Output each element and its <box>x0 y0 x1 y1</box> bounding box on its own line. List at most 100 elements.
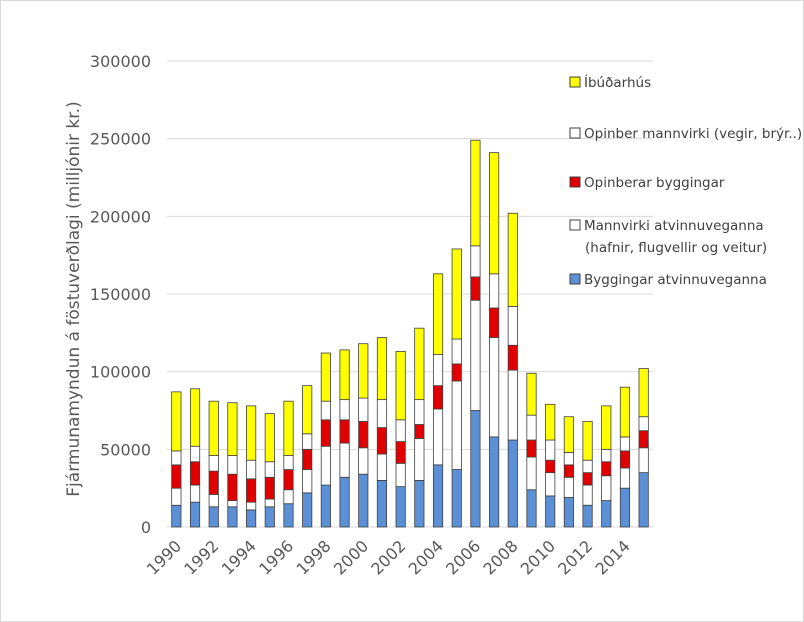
y-tick-label: 300000 <box>90 52 151 71</box>
x-tick-label: 2006 <box>442 536 484 578</box>
x-tick-label: 2002 <box>367 536 409 578</box>
bar-segment-1992-series-0 <box>208 506 219 528</box>
bar-segment-1991-series-0 <box>189 501 201 528</box>
bar-segment-2012-series-0 <box>582 504 593 528</box>
legend-label: Opinber mannvirki (vegir, brýr..) <box>584 126 802 142</box>
y-tick-label: 0 <box>141 518 151 537</box>
bar-segment-1991-series-1 <box>189 484 201 503</box>
bar-segment-1990-series-4 <box>171 391 182 452</box>
bar-segment-1997-series-3 <box>302 433 313 450</box>
bar-segment-1997-series-1 <box>302 469 313 494</box>
bar-segment-2005-series-1 <box>451 380 462 470</box>
bar-segment-2006-series-2 <box>470 276 481 301</box>
bar-segment-1996-series-2 <box>283 469 294 491</box>
bar-segment-1997-series-4 <box>302 385 313 435</box>
bar-segment-2004-series-1 <box>432 408 444 466</box>
bar-segment-1992-series-3 <box>208 455 219 472</box>
bar-segment-1991-series-4 <box>189 388 201 447</box>
x-tick-label: 2012 <box>554 536 596 578</box>
bar-segment-1993-series-2 <box>227 473 238 502</box>
bar-segment-2013-series-3 <box>601 448 612 463</box>
legend-swatch <box>569 127 581 139</box>
bar-segment-2004-series-0 <box>432 464 444 528</box>
bar-segment-2009-series-4 <box>526 372 537 416</box>
bar-segment-2014-series-3 <box>619 436 631 452</box>
bar-segment-2002-series-4 <box>395 351 406 421</box>
x-tick-label: 1996 <box>255 536 297 578</box>
x-tick-label: 1998 <box>292 536 334 578</box>
bar-segment-2000-series-3 <box>358 397 369 422</box>
y-tick-label: 250000 <box>90 130 151 149</box>
bar-segment-1995-series-4 <box>264 413 275 463</box>
bar-segment-1991-series-2 <box>189 461 201 486</box>
bar-segment-2015-series-2 <box>638 430 649 449</box>
bar-segment-2010-series-0 <box>545 495 556 528</box>
bar-segment-1990-series-1 <box>171 487 182 506</box>
x-tick-label: 2004 <box>405 536 447 578</box>
bar-segment-2013-series-2 <box>601 461 612 477</box>
bar-segment-2005-series-4 <box>451 248 462 340</box>
bar-segment-1994-series-3 <box>246 459 257 480</box>
bar-segment-2010-series-2 <box>545 459 556 474</box>
bar-segment-2011-series-3 <box>563 452 574 466</box>
bar-segment-2015-series-1 <box>638 447 649 474</box>
bar-segment-2012-series-3 <box>582 459 593 474</box>
bar-segment-1995-series-0 <box>264 506 275 528</box>
bar-segment-1998-series-3 <box>320 400 331 421</box>
bar-segment-1996-series-1 <box>283 489 294 505</box>
bar-segment-2009-series-3 <box>526 414 537 441</box>
bar-segment-1993-series-0 <box>227 506 238 528</box>
y-axis-ticks: 0 50000 100000 150000 200000 250000 300000 <box>90 52 151 537</box>
bar-segment-2009-series-2 <box>526 439 537 458</box>
bar-segment-1993-series-1 <box>227 500 238 508</box>
x-axis-ticks: 1990199219941996199820002002200420062008… <box>143 536 634 578</box>
bar-segment-1999-series-3 <box>339 399 350 421</box>
bar-segment-2006-series-0 <box>470 410 481 528</box>
bar-segment-2011-series-1 <box>563 476 574 498</box>
bar-segment-2013-series-1 <box>601 475 612 501</box>
x-tick-label: 1992 <box>180 536 222 578</box>
bar-segment-2002-series-2 <box>395 441 406 464</box>
bar-segment-2015-series-3 <box>638 416 649 432</box>
bar-segment-1995-series-3 <box>264 461 275 478</box>
bar-segment-1990-series-2 <box>171 464 182 489</box>
bar-segment-2012-series-1 <box>582 484 593 506</box>
legend-swatch <box>569 176 581 188</box>
bar-segment-2014-series-1 <box>619 467 631 489</box>
bar-segment-2007-series-4 <box>489 152 500 275</box>
bar-segment-1995-series-1 <box>264 498 275 508</box>
y-tick-label: 150000 <box>90 285 151 304</box>
bar-segment-1999-series-2 <box>339 419 350 444</box>
y-axis-title: Fjármunamyndun á föstuverðlagi (milljóni… <box>64 101 84 496</box>
legend: Íbúðarhús Opinber mannvirki (vegir, brýr.… <box>569 74 802 288</box>
bar-segment-1995-series-2 <box>264 476 275 500</box>
legend-swatch <box>569 273 581 285</box>
bar-segment-2008-series-2 <box>507 344 518 371</box>
bar-segment-2010-series-3 <box>545 439 556 461</box>
bar-segment-1997-series-2 <box>302 448 313 470</box>
x-tick-label: 2010 <box>517 536 559 578</box>
bar-segment-1994-series-0 <box>246 509 257 528</box>
bar-segment-2002-series-1 <box>395 462 406 488</box>
bar-segment-1994-series-2 <box>246 478 257 503</box>
bar-segment-2008-series-3 <box>507 306 518 346</box>
bar-segment-2004-series-2 <box>432 385 444 410</box>
bar-segment-2000-series-0 <box>358 473 369 528</box>
legend-swatch <box>569 76 581 88</box>
bar-segment-2011-series-2 <box>563 464 574 478</box>
bar-segment-2013-series-0 <box>601 500 612 528</box>
y-tick-label: 200000 <box>90 207 151 226</box>
bar-segment-2004-series-3 <box>432 354 444 387</box>
bar-segment-1994-series-4 <box>246 405 257 461</box>
bar-segment-2000-series-2 <box>358 420 369 449</box>
bar-segment-2013-series-4 <box>601 405 612 450</box>
bar-segment-2008-series-0 <box>507 439 518 528</box>
bar-segment-2007-series-2 <box>489 307 500 338</box>
bar-segment-1996-series-3 <box>283 455 294 470</box>
bar-segment-2000-series-1 <box>358 447 369 475</box>
bar-segment-1992-series-4 <box>208 400 219 456</box>
bar-segment-2011-series-4 <box>563 416 574 453</box>
bar-segment-2003-series-0 <box>414 479 425 528</box>
bar-segment-1998-series-4 <box>320 352 331 402</box>
bar-segment-1996-series-4 <box>283 400 294 456</box>
